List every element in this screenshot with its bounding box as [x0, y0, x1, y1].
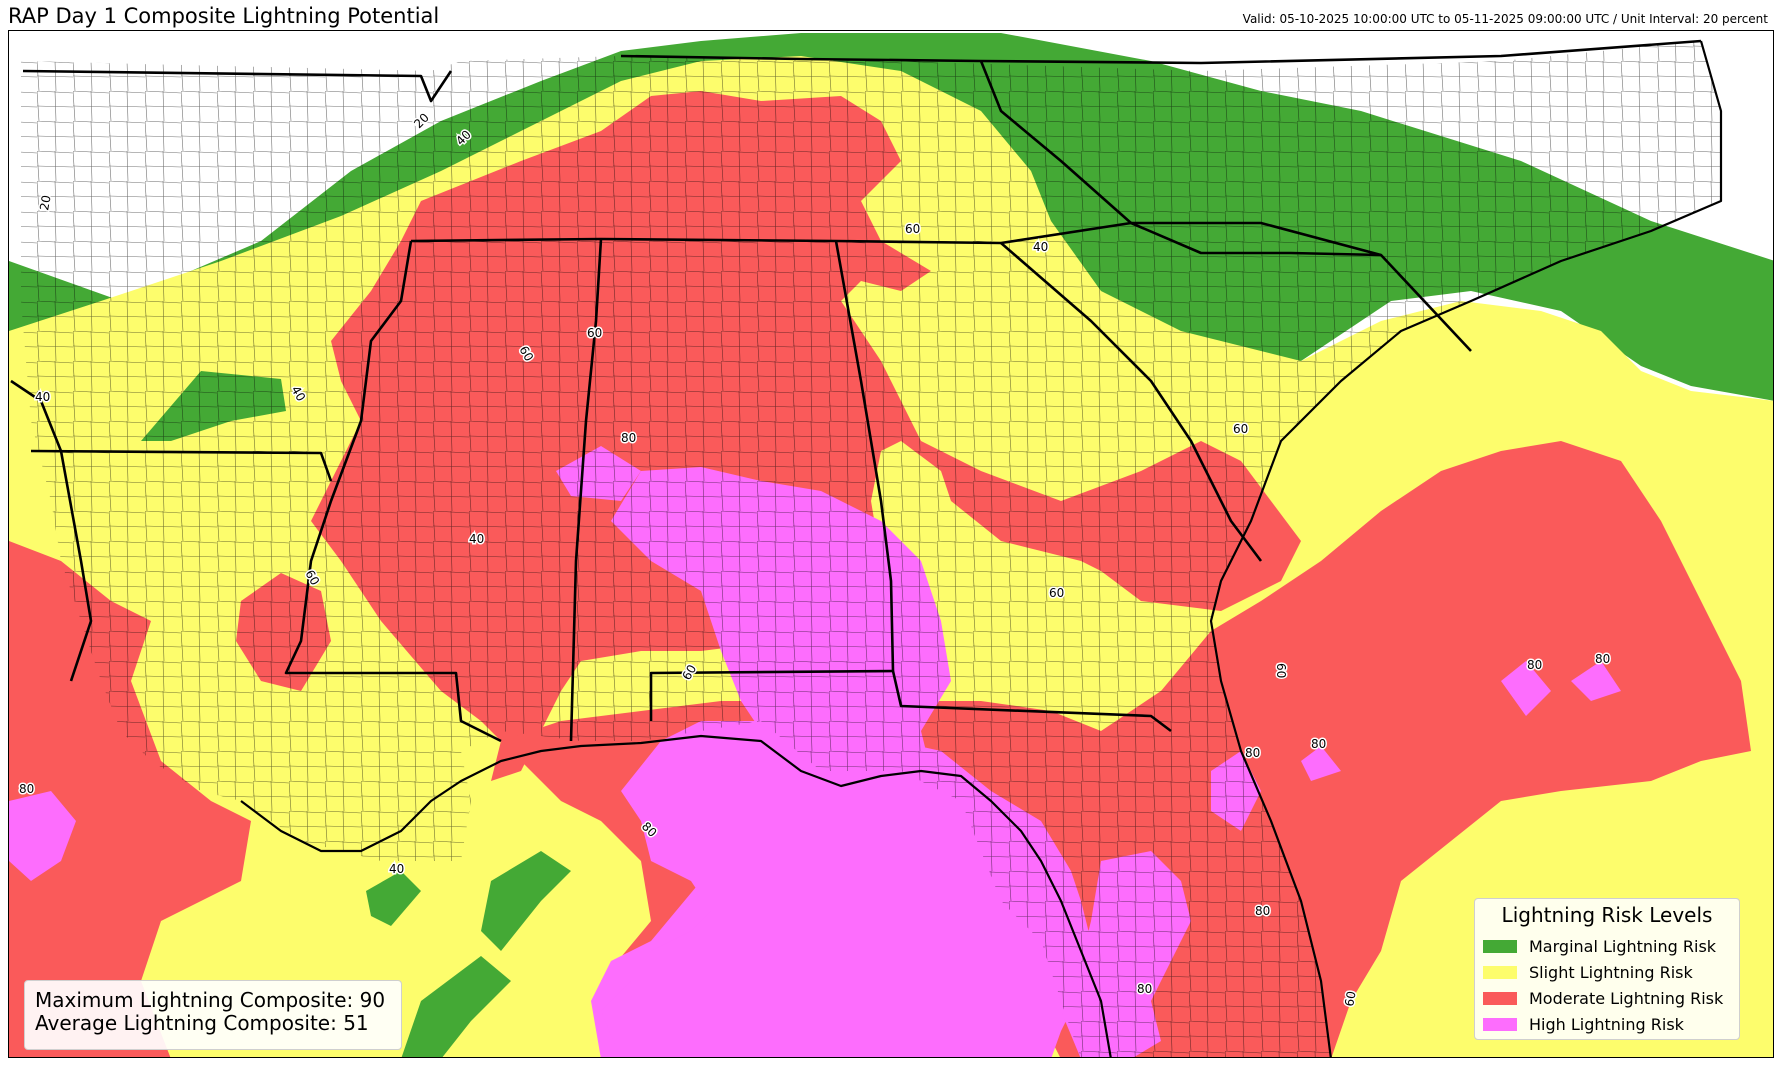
lightning-map: 20 20 40 40 40 40 40 40 60 60 60 60 60 6…: [8, 30, 1774, 1058]
contour-label: 40: [35, 390, 50, 404]
high-risk-zone: [9, 791, 76, 881]
contour-label: 60: [905, 222, 920, 236]
contour-label: 60: [1233, 422, 1248, 436]
legend-label: Slight Lightning Risk: [1529, 962, 1693, 982]
map-title: RAP Day 1 Composite Lightning Potential: [8, 4, 440, 28]
marginal-risk-zone: [481, 851, 571, 951]
legend-label: High Lightning Risk: [1529, 1014, 1684, 1034]
legend-swatch: [1483, 991, 1517, 1005]
contour-label: 60: [1342, 990, 1358, 1007]
avg-composite-label: Average Lightning Composite: 51: [35, 1011, 369, 1035]
high-risk-zone: [1501, 661, 1551, 716]
contour-label: 40: [469, 532, 484, 546]
contour-label: 80: [19, 782, 34, 796]
legend-label: Moderate Lightning Risk: [1529, 988, 1724, 1008]
contour-label: 20: [37, 194, 53, 211]
legend-label: Marginal Lightning Risk: [1529, 936, 1717, 956]
county-boundaries: [21, 41, 1721, 1057]
marginal-risk-zone: [366, 871, 421, 926]
contour-label: 80: [1255, 904, 1270, 918]
contour-label: 80: [1311, 737, 1326, 751]
contour-label: 60: [587, 326, 602, 340]
coastline: [240, 40, 1723, 1057]
composite-stats-box: Maximum Lightning Composite: 90 Average …: [24, 980, 402, 1050]
contour-label: 60: [1274, 663, 1288, 678]
high-risk-zone: [1571, 661, 1621, 701]
legend-item-high: High Lightning Risk: [1483, 1011, 1731, 1037]
contour-label: 80: [621, 431, 636, 445]
max-composite-label: Maximum Lightning Composite: 90: [35, 988, 386, 1012]
legend-swatch: [1483, 939, 1517, 953]
legend-swatch: [1483, 965, 1517, 979]
contour-label: 80: [1137, 982, 1152, 996]
legend-item-slight: Slight Lightning Risk: [1483, 959, 1731, 985]
contour-label: 80: [1245, 746, 1260, 760]
state-boundaries: [10, 39, 1702, 743]
contour-label: 80: [1595, 652, 1610, 666]
contour-label: 40: [389, 862, 404, 876]
legend: Lightning Risk Levels Marginal Lightning…: [1474, 898, 1740, 1040]
high-risk-zone: [1301, 746, 1341, 781]
legend-item-marginal: Marginal Lightning Risk: [1483, 933, 1731, 959]
valid-time-label: Valid: 05-10-2025 10:00:00 UTC to 05-11-…: [1242, 12, 1768, 26]
marginal-risk-zone: [401, 956, 511, 1057]
contour-label: 80: [1527, 658, 1542, 672]
contour-label: 40: [1033, 240, 1048, 254]
legend-title: Lightning Risk Levels: [1501, 903, 1713, 927]
moderate-risk-zone: [9, 541, 251, 1057]
legend-item-moderate: Moderate Lightning Risk: [1483, 985, 1731, 1011]
legend-swatch: [1483, 1017, 1517, 1031]
contour-label: 60: [1049, 586, 1064, 600]
